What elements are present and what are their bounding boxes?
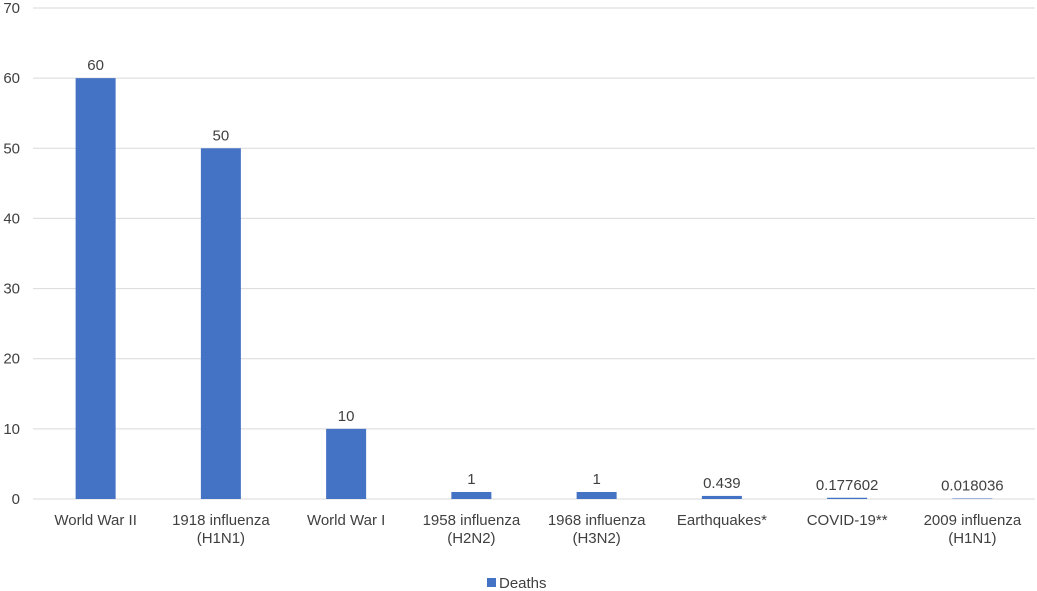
x-category-label: World War I: [307, 512, 385, 529]
bar: [701, 495, 742, 499]
x-category-label: Earthquakes*: [677, 512, 767, 529]
data-label: 1: [467, 471, 475, 488]
data-label: 50: [213, 127, 230, 144]
y-tick-label: 70: [3, 0, 20, 17]
legend: Deaths: [487, 575, 547, 591]
data-labels: 60 50 10 1 1 0.439 0.177602 0.018036: [87, 57, 1003, 494]
bar: [827, 497, 868, 499]
y-tick-label: 30: [3, 281, 20, 298]
y-tick-label: 20: [3, 351, 20, 368]
x-category-label: 1918 influenza (H1N1): [172, 512, 270, 547]
data-label: 0.018036: [941, 478, 1004, 495]
y-tick-label: 50: [3, 140, 20, 157]
x-category-label: World War II: [54, 512, 137, 529]
x-category-label: 1968 influenza (H3N2): [548, 512, 646, 547]
bar: [75, 78, 116, 500]
x-category-label: COVID-19**: [807, 512, 888, 529]
y-tick-label: 40: [3, 210, 20, 227]
y-axis-tick-labels: 0 10 20 30 40 50 60 70: [3, 0, 20, 508]
bars: [75, 78, 993, 500]
bar: [576, 491, 617, 499]
data-label: 0.439: [703, 475, 741, 492]
gridlines: [33, 7, 1035, 500]
x-category-label: 1958 influenza (H2N2): [423, 512, 521, 547]
bar: [326, 428, 367, 499]
data-label: 1: [592, 471, 600, 488]
data-label: 60: [87, 57, 104, 74]
legend-label: Deaths: [499, 575, 547, 591]
y-tick-label: 60: [3, 70, 20, 87]
data-label: 10: [338, 408, 355, 425]
y-tick-label: 0: [12, 491, 20, 508]
legend-swatch: [487, 578, 496, 587]
bar: [952, 498, 993, 499]
x-axis-category-labels: World War II 1918 influenza (H1N1) World Wa…: [54, 512, 1021, 547]
y-tick-label: 10: [3, 421, 20, 438]
bar: [200, 148, 241, 500]
data-label: 0.177602: [816, 477, 879, 494]
x-category-label: 2009 influenza (H1N1): [924, 512, 1022, 547]
bar: [451, 491, 492, 499]
